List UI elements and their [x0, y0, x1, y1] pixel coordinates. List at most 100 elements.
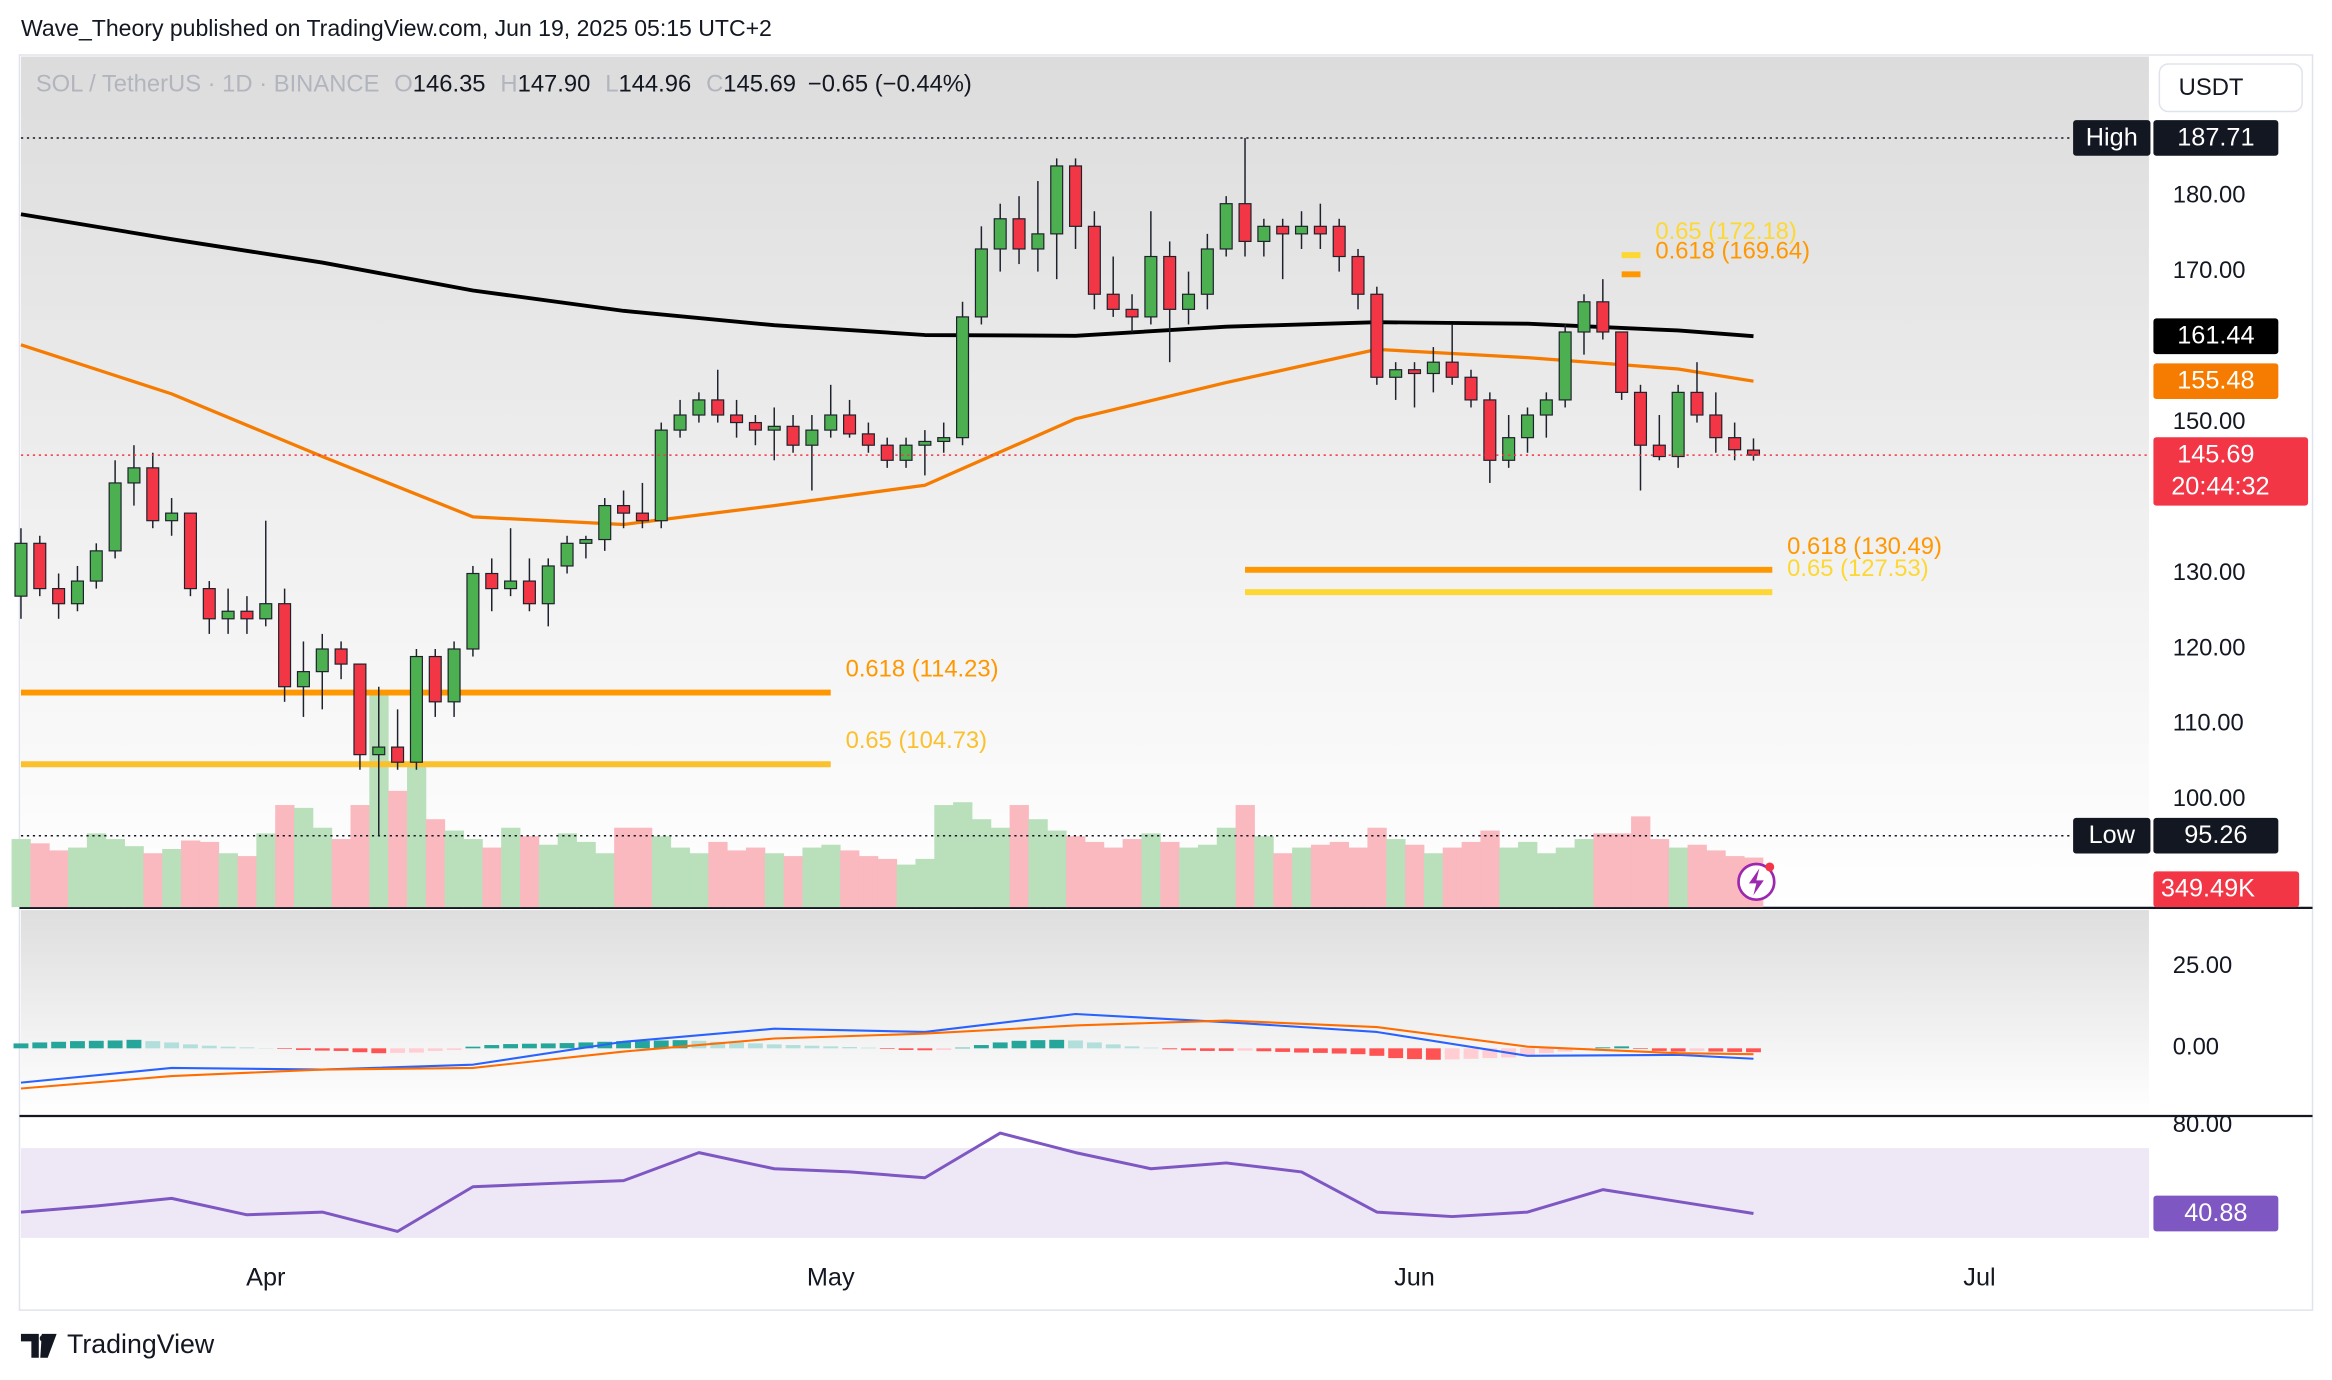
- macd-histogram-bar: [1670, 1048, 1686, 1052]
- macd-histogram-bar: [804, 1045, 820, 1049]
- candle-body: [598, 504, 612, 541]
- y-tick-label: 120.00: [2173, 634, 2246, 661]
- candle-body: [89, 550, 103, 582]
- macd-histogram-bar: [277, 1048, 293, 1049]
- macd-histogram-bar: [710, 1041, 726, 1049]
- macd-histogram-bar: [145, 1041, 161, 1049]
- candle-body: [767, 425, 781, 431]
- candle-body: [1163, 255, 1177, 310]
- volume-bar: [407, 766, 427, 908]
- candle-body: [221, 610, 235, 620]
- macd-histogram-bar: [32, 1042, 48, 1049]
- volume-bar: [1066, 836, 1086, 908]
- currency-label[interactable]: USDT: [2179, 74, 2244, 101]
- volume-bar: [1047, 830, 1067, 908]
- candle-body: [1596, 301, 1610, 333]
- brand-logo-dot: [39, 1334, 47, 1342]
- macd-histogram-bar: [653, 1040, 669, 1049]
- macd-histogram-bar: [1407, 1048, 1422, 1060]
- volume-bar: [86, 833, 107, 908]
- macd-histogram-bar: [1425, 1048, 1441, 1060]
- volume-bar: [1631, 816, 1651, 908]
- volume-bar: [1009, 805, 1029, 908]
- y-tick-label: 25.00: [2173, 952, 2233, 979]
- volume-bar: [557, 833, 577, 908]
- fib-level-label: 0.618 (169.64): [1655, 237, 1810, 264]
- candle-body: [1464, 376, 1478, 401]
- candle-body: [1332, 225, 1346, 258]
- volume-bar: [1555, 847, 1576, 908]
- candle-body: [1389, 369, 1403, 378]
- ohlc-value: 147.90: [518, 71, 591, 98]
- candle-body: [428, 655, 442, 703]
- candle-body: [1539, 399, 1553, 416]
- candle-body: [14, 542, 28, 597]
- volume-bar: [1235, 805, 1255, 908]
- candle-body: [202, 588, 216, 620]
- macd-histogram-bar: [183, 1044, 198, 1049]
- volume-bar: [990, 827, 1011, 908]
- candle-body: [617, 504, 631, 514]
- volume-bar: [1668, 847, 1689, 908]
- macd-histogram-bar: [540, 1043, 556, 1049]
- chart-layer: SOL / TetherUS · 1D · BINANCE O146.35 H147…: [11, 71, 2309, 1292]
- macd-histogram-bar: [1143, 1047, 1159, 1049]
- volume-bar: [218, 853, 238, 908]
- candle-body: [993, 218, 1007, 250]
- candle-body: [1031, 233, 1045, 250]
- macd-histogram-bar: [1030, 1040, 1046, 1049]
- candle-body: [560, 542, 574, 567]
- candle-body: [334, 648, 348, 665]
- macd-histogram-bar: [126, 1039, 142, 1049]
- macd-histogram-bar: [408, 1048, 424, 1053]
- candle-body: [1728, 437, 1742, 451]
- volume-bar: [105, 839, 125, 908]
- range-tag-label: High: [2086, 123, 2138, 151]
- candle-body: [1200, 248, 1214, 295]
- candle-body: [880, 444, 894, 461]
- volume-bar: [764, 853, 785, 908]
- macd-histogram-bar: [879, 1048, 895, 1049]
- volume-bar: [482, 847, 502, 908]
- countdown-text: 20:44:32: [2171, 472, 2269, 500]
- macd-histogram-bar: [1463, 1048, 1479, 1059]
- candle-body: [108, 482, 122, 552]
- volume-bar: [350, 805, 370, 908]
- rsi-line: [20, 1131, 1754, 1233]
- macd-histogram-bar: [88, 1040, 104, 1049]
- candle-body: [1181, 293, 1196, 310]
- macd-histogram-bar: [823, 1046, 839, 1049]
- volume-bar: [877, 858, 898, 908]
- candle-body: [1520, 414, 1535, 439]
- y-tick-label: 80.00: [2173, 1111, 2233, 1138]
- macd-histogram-bar: [503, 1044, 519, 1049]
- candle-body: [1238, 203, 1252, 243]
- range-value-tag-box: [2153, 120, 2279, 156]
- volume-bar: [1103, 847, 1124, 908]
- volume-bar: [1480, 830, 1500, 908]
- macd-histogram-bar: [1237, 1048, 1253, 1051]
- volume-bar: [49, 850, 69, 908]
- macd-histogram-bar: [164, 1042, 180, 1049]
- candle-body: [1426, 361, 1440, 375]
- candle-body: [541, 565, 555, 605]
- volume-bar: [1405, 844, 1425, 908]
- volume-bar: [1197, 844, 1218, 908]
- candle-body: [1558, 331, 1572, 401]
- macd-histogram-bar: [1199, 1048, 1215, 1051]
- macd-histogram-bar: [1520, 1048, 1535, 1055]
- ohlc-key: C: [706, 71, 723, 98]
- candle-body: [240, 610, 254, 620]
- macd-histogram-bar: [1256, 1048, 1272, 1052]
- volume-bar: [124, 846, 144, 908]
- macd-histogram-bar: [239, 1047, 255, 1049]
- range-value-tag-box: [2153, 817, 2279, 854]
- candle-body: [1502, 437, 1516, 461]
- macd-histogram-bar: [1181, 1048, 1196, 1051]
- macd-histogram-bar: [860, 1047, 876, 1049]
- volume-bar: [331, 839, 351, 908]
- moving-average: [20, 212, 1754, 339]
- currency-button-box[interactable]: [2158, 63, 2303, 113]
- macd-histogram-bar: [484, 1045, 500, 1049]
- currency-button[interactable]: USDT: [2158, 63, 2303, 113]
